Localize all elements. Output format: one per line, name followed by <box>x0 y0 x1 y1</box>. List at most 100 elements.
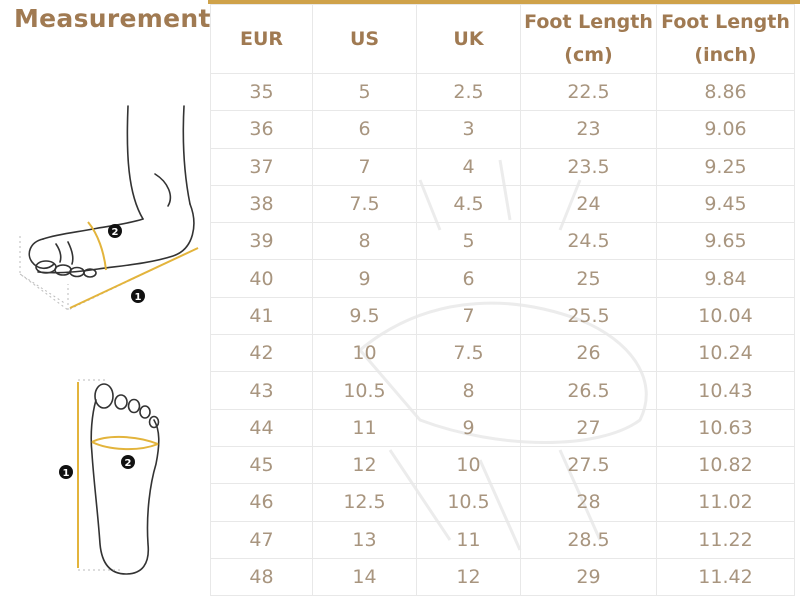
cell-foot-length-cm: 27 <box>520 408 657 447</box>
table-row: 35 5 2.5 22.5 8.86 <box>210 72 795 112</box>
cell-eur: 35 <box>210 72 313 112</box>
table-row: 45 12 10 27.5 10.82 <box>210 445 795 485</box>
cell-eur: 46 <box>210 483 313 522</box>
cell-us: 10 <box>312 334 417 373</box>
cell-foot-length-inch: 9.45 <box>656 184 795 224</box>
table-row: 42 10 7.5 26 10.24 <box>210 334 795 373</box>
table-header-row: EUR US UK Foot Length (cm) Foot Length (… <box>210 4 795 74</box>
cell-foot-length-inch: 11.42 <box>656 557 795 597</box>
side-view-marker-1: 1 <box>131 289 145 303</box>
cell-foot-length-inch: 8.86 <box>656 72 795 112</box>
measurement-title: Measurement <box>14 4 211 33</box>
size-chart-table: EUR US UK Foot Length (cm) Foot Length (… <box>210 4 795 597</box>
cell-eur: 47 <box>210 520 313 559</box>
cell-eur: 45 <box>210 445 313 485</box>
cell-uk: 10 <box>416 445 521 485</box>
cell-uk: 7.5 <box>416 334 521 373</box>
column-header-unit: (cm) <box>564 44 613 66</box>
cell-foot-length-inch: 9.84 <box>656 259 795 298</box>
sole-view-marker-1-label: 1 <box>63 468 70 479</box>
cell-foot-length-inch: 11.22 <box>656 520 795 559</box>
column-header-eur: EUR <box>210 4 313 74</box>
cell-foot-length-cm: 26.5 <box>520 371 657 410</box>
side-view-marker-2-label: 2 <box>112 227 119 238</box>
table-row: 38 7.5 4.5 24 9.45 <box>210 184 795 224</box>
table-row: 40 9 6 25 9.84 <box>210 259 795 298</box>
side-view-marker-2: 2 <box>108 224 122 238</box>
cell-eur: 36 <box>210 110 313 149</box>
cell-us: 12 <box>312 445 417 485</box>
column-header-foot-length-cm: Foot Length (cm) <box>520 4 657 74</box>
cell-foot-length-cm: 28 <box>520 483 657 522</box>
cell-foot-length-inch: 10.24 <box>656 334 795 373</box>
foot-illustration-panel: 2 1 1 <box>8 74 208 613</box>
column-header-label: Foot Length <box>661 11 790 33</box>
cell-foot-length-cm: 24.5 <box>520 222 657 261</box>
cell-us: 12.5 <box>312 483 417 522</box>
column-header-label: US <box>349 27 380 50</box>
table-row: 41 9.5 7 25.5 10.04 <box>210 296 795 336</box>
cell-eur: 42 <box>210 334 313 373</box>
column-header-us: US <box>312 4 417 74</box>
side-view-marker-1-label: 1 <box>135 292 142 303</box>
table-row: 47 13 11 28.5 11.22 <box>210 520 795 559</box>
header-accent-rule <box>208 0 800 4</box>
cell-foot-length-cm: 25.5 <box>520 296 657 336</box>
cell-eur: 43 <box>210 371 313 410</box>
size-table-body: 35 5 2.5 22.5 8.86 36 6 3 23 9.06 37 7 4 23.5 9.25 38 7.… <box>210 72 795 597</box>
cell-us: 7.5 <box>312 184 417 224</box>
table-row: 39 8 5 24.5 9.65 <box>210 222 795 261</box>
table-row: 48 14 12 29 11.42 <box>210 557 795 597</box>
sole-view-marker-2-label: 2 <box>125 458 132 469</box>
cell-foot-length-cm: 27.5 <box>520 445 657 485</box>
cell-us: 9 <box>312 259 417 298</box>
cell-foot-length-inch: 10.04 <box>656 296 795 336</box>
cell-foot-length-cm: 26 <box>520 334 657 373</box>
cell-eur: 44 <box>210 408 313 447</box>
table-row: 37 7 4 23.5 9.25 <box>210 147 795 186</box>
cell-us: 8 <box>312 222 417 261</box>
sole-view-marker-1: 1 <box>59 465 73 479</box>
column-header-unit: (inch) <box>694 44 757 66</box>
cell-us: 7 <box>312 147 417 186</box>
cell-foot-length-cm: 23.5 <box>520 147 657 186</box>
cell-us: 14 <box>312 557 417 597</box>
table-row: 46 12.5 10.5 28 11.02 <box>210 483 795 522</box>
cell-uk: 8 <box>416 371 521 410</box>
column-header-label: Foot Length <box>524 11 653 33</box>
table-row: 36 6 3 23 9.06 <box>210 110 795 149</box>
cell-foot-length-cm: 23 <box>520 110 657 149</box>
cell-us: 6 <box>312 110 417 149</box>
cell-eur: 40 <box>210 259 313 298</box>
cell-uk: 11 <box>416 520 521 559</box>
cell-foot-length-inch: 11.02 <box>656 483 795 522</box>
cell-uk: 10.5 <box>416 483 521 522</box>
cell-us: 9.5 <box>312 296 417 336</box>
cell-foot-length-cm: 25 <box>520 259 657 298</box>
cell-uk: 9 <box>416 408 521 447</box>
cell-uk: 6 <box>416 259 521 298</box>
cell-uk: 5 <box>416 222 521 261</box>
cell-foot-length-inch: 9.06 <box>656 110 795 149</box>
cell-uk: 12 <box>416 557 521 597</box>
cell-us: 11 <box>312 408 417 447</box>
cell-foot-length-cm: 24 <box>520 184 657 224</box>
cell-eur: 38 <box>210 184 313 224</box>
table-row: 44 11 9 27 10.63 <box>210 408 795 447</box>
cell-foot-length-cm: 28.5 <box>520 520 657 559</box>
cell-uk: 2.5 <box>416 72 521 112</box>
column-header-label: UK <box>453 27 484 50</box>
cell-foot-length-inch: 9.65 <box>656 222 795 261</box>
cell-uk: 7 <box>416 296 521 336</box>
cell-uk: 4.5 <box>416 184 521 224</box>
cell-us: 10.5 <box>312 371 417 410</box>
cell-eur: 41 <box>210 296 313 336</box>
foot-side-view-icon: 2 1 <box>19 105 199 311</box>
table-row: 43 10.5 8 26.5 10.43 <box>210 371 795 410</box>
column-header-label: EUR <box>239 27 284 50</box>
column-header-uk: UK <box>416 4 521 74</box>
sole-view-marker-2: 2 <box>121 455 135 469</box>
foot-sole-view-icon: 1 2 <box>59 379 160 575</box>
cell-uk: 4 <box>416 147 521 186</box>
cell-foot-length-cm: 22.5 <box>520 72 657 112</box>
